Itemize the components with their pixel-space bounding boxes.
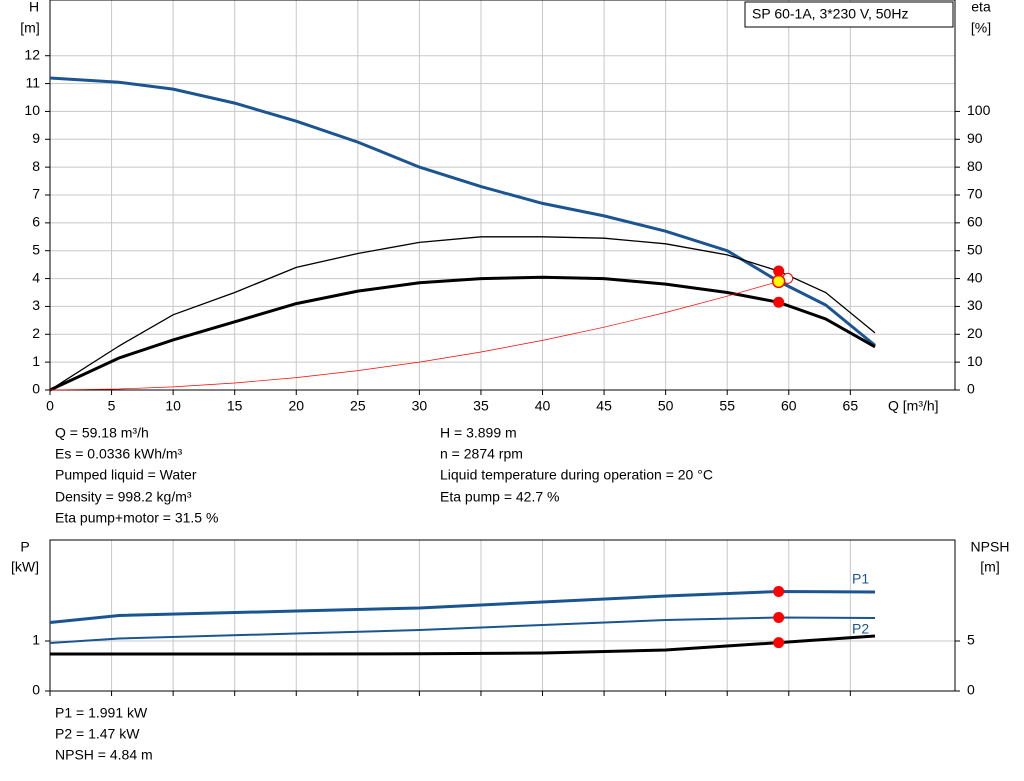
x-tick-label: 5 [108,398,116,414]
annotation: Es = 0.0336 kWh/m³ [55,446,183,462]
curve [49,76,876,347]
x-tick-label: 40 [535,398,551,414]
y-tick-label: 0 [32,381,40,397]
annotation: P2 = 1.47 kW [55,726,140,742]
annotation: Eta pump+motor = 31.5 % [55,510,218,526]
y2-tick-label: 90 [967,130,983,146]
y2-tick-label: 10 [967,353,983,369]
y2-tick-label: 0 [967,682,975,698]
x-tick-label: 10 [165,398,181,414]
curve [49,589,876,624]
annotation: H = 3.899 m [440,425,517,441]
y2-tick-label: 5 [967,632,975,648]
y-tick-label: 11 [25,74,40,90]
y-tick-label: 2 [32,325,40,341]
operating-point [773,637,785,649]
y-tick-label: 9 [32,130,40,146]
y2-axis-label: [%] [971,20,991,36]
x-tick-label: 20 [288,398,304,414]
operating-point [773,296,785,308]
x-tick-label: 15 [227,398,243,414]
y2-axis-label: eta [971,0,991,15]
annotation: n = 2874 rpm [440,446,523,462]
y-tick-label: 8 [32,158,40,174]
annotation: P1 = 1.991 kW [55,705,148,721]
y-axis-label: P [20,539,29,555]
y-tick-label: 0 [32,682,40,698]
curve [49,275,876,392]
x-tick-label: 35 [473,398,489,414]
y2-axis-label: NPSH [971,539,1010,555]
x-axis-label: Q [m³/h] [888,398,939,414]
annotation: Density = 998.2 kg/m³ [55,489,192,505]
x-tick-label: 50 [658,398,674,414]
curve [49,281,779,391]
y-tick-label: 1 [32,632,40,648]
curve [50,634,876,656]
plot-frame [49,539,956,692]
y-axis-label: [kW] [11,559,39,575]
plot-frame [49,0,956,391]
y2-tick-label: 30 [967,297,983,313]
y2-tick-label: 20 [967,325,983,341]
annotation: Eta pump = 42.7 % [440,489,559,505]
x-tick-label: 55 [719,398,735,414]
chart-title: SP 60-1A, 3*230 V, 50Hz [752,6,908,22]
y-tick-label: 3 [32,297,40,313]
x-tick-label: 60 [781,398,797,414]
x-tick-label: 0 [46,398,54,414]
y-tick-label: 6 [32,214,40,230]
operating-point [773,265,785,277]
title-box [744,1,954,28]
y-tick-label: 4 [32,269,40,285]
y2-tick-label: 60 [967,214,983,230]
x-tick-label: 25 [350,398,366,414]
y-tick-label: 10 [24,102,40,118]
y2-tick-label: 40 [967,269,983,285]
annotation: Liquid temperature during operation = 20… [440,467,713,483]
y2-tick-label: 80 [967,158,983,174]
x-tick-label: 65 [843,398,859,414]
x-tick-label: 30 [412,398,428,414]
y-axis-label: [m] [20,20,39,36]
series-label: P1 [852,571,869,587]
y-axis-label: H [29,0,39,15]
curve [49,616,876,644]
y2-tick-label: 0 [967,381,975,397]
annotation: NPSH = 4.84 m [55,747,153,763]
x-tick-label: 45 [596,398,612,414]
y2-tick-label: 50 [967,241,983,257]
x-label-bg [884,398,954,416]
curve [49,236,876,391]
y2-tick-label: 100 [967,102,991,118]
annotation: Q = 59.18 m³/h [55,425,149,441]
y-tick-label: 7 [32,186,40,202]
y-tick-label: 5 [32,241,40,257]
series-label: P2 [852,621,869,637]
y2-axis-label: [m] [980,559,999,575]
y-tick-label: 1 [32,353,40,369]
operating-point [773,612,785,623]
y-tick-label: 12 [24,46,40,62]
operating-point [773,585,785,597]
y2-tick-label: 70 [967,186,983,202]
annotation: Pumped liquid = Water [55,467,197,483]
operating-point [771,274,786,289]
